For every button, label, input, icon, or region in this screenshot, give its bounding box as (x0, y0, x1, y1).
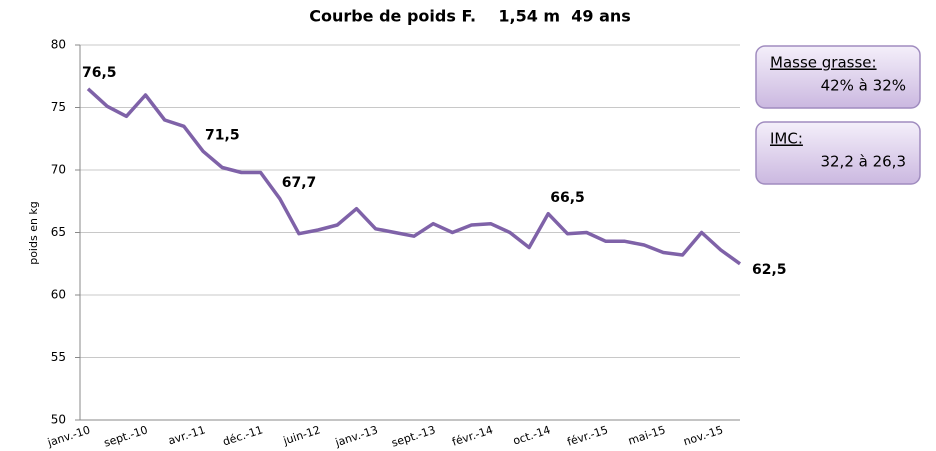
x-tick-label: févr.-14 (450, 423, 494, 448)
data-label: 71,5 (205, 127, 240, 143)
y-axis-label: poids en kg (27, 201, 40, 265)
x-tick-label: juin-12 (281, 423, 322, 447)
x-tick-label: janv.-10 (45, 423, 92, 449)
annotation-text: 42% à 32% (821, 77, 906, 95)
chart-title: Courbe de poids F. 1,54 m 49 ans (309, 7, 631, 26)
x-tick-label: sept.-10 (102, 423, 149, 449)
x-tick-label: avr.-11 (167, 423, 207, 447)
data-label: 62,5 (752, 262, 787, 278)
x-tick-label: sept.-13 (390, 423, 437, 449)
y-tick-label: 80 (51, 38, 66, 52)
annotation-background (755, 121, 921, 185)
data-line (86, 87, 742, 266)
annotation-text: 32,2 à 26,3 (820, 153, 906, 171)
x-tick-label: mai-15 (627, 423, 668, 447)
y-tick-label: 75 (51, 100, 66, 114)
data-label: 66,5 (550, 190, 585, 206)
data-label: 76,5 (82, 65, 117, 81)
x-tick-label: déc.-11 (221, 423, 264, 448)
y-tick-label: 60 (51, 288, 66, 302)
annotation-title: IMC: (770, 130, 803, 148)
data-label: 67,7 (282, 175, 317, 191)
annotation-title: Masse grasse: (770, 54, 877, 72)
x-tick-label: oct.-14 (511, 423, 552, 447)
y-tick-label: 65 (51, 225, 66, 239)
y-tick-label: 70 (51, 163, 66, 177)
y-tick-label: 55 (51, 350, 66, 364)
annotation-box: IMC: 32,2 à 26,3 (755, 121, 921, 185)
y-tick-label: 50 (51, 413, 66, 427)
x-tick-label: nov.-15 (682, 423, 725, 448)
x-tick-label: janv.-13 (333, 423, 380, 449)
annotation-box: Masse grasse: 42% à 32% (755, 45, 921, 109)
annotation-background (755, 45, 921, 109)
x-tick-label: févr.-15 (566, 423, 610, 448)
